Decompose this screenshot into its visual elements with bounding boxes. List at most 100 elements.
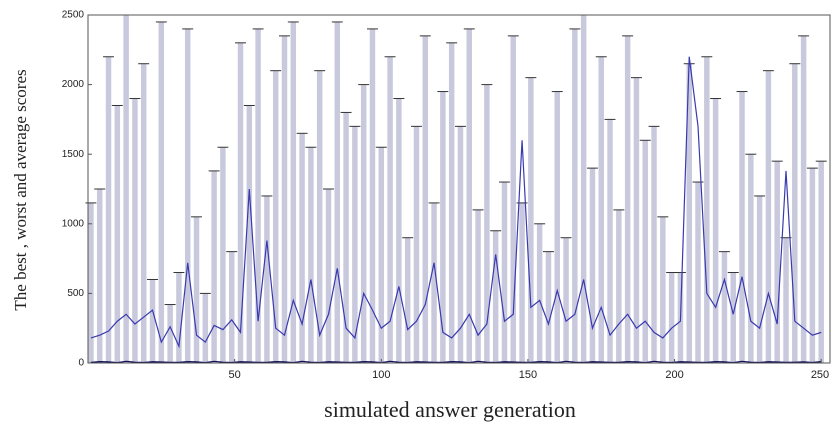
range-bar bbox=[149, 279, 156, 363]
y-tick-label: 1500 bbox=[62, 149, 85, 160]
range-bar bbox=[686, 63, 692, 363]
range-bar bbox=[519, 202, 525, 363]
range-bar bbox=[343, 112, 349, 363]
range-bar bbox=[281, 35, 288, 363]
series-line bbox=[90, 56, 822, 349]
range-bar bbox=[792, 63, 798, 363]
plot-frame bbox=[87, 14, 831, 364]
range-bar bbox=[484, 84, 490, 363]
range-bar bbox=[228, 251, 235, 363]
range-bar bbox=[712, 98, 719, 364]
range-bar bbox=[809, 168, 816, 363]
series-line bbox=[90, 360, 822, 364]
range-bar bbox=[651, 126, 657, 363]
range-bar bbox=[528, 77, 534, 363]
range-bar bbox=[510, 35, 516, 363]
range-bar bbox=[114, 105, 121, 363]
range-bar bbox=[211, 170, 217, 363]
range-bar bbox=[105, 56, 112, 363]
range-bar bbox=[246, 105, 253, 363]
y-axis-label: The best , worst and average scores bbox=[11, 69, 30, 310]
range-bar bbox=[299, 133, 305, 363]
range-bar bbox=[800, 35, 807, 363]
range-bar bbox=[572, 28, 578, 363]
range-bar bbox=[378, 147, 385, 363]
range-bar bbox=[756, 195, 763, 363]
range-bar bbox=[448, 42, 455, 364]
range-bar bbox=[818, 161, 824, 363]
range-bar bbox=[633, 77, 640, 363]
range-bar bbox=[290, 21, 297, 364]
range-bar bbox=[132, 98, 138, 364]
range-bar bbox=[176, 272, 182, 363]
range-bar bbox=[774, 161, 780, 363]
range-bar bbox=[140, 63, 147, 363]
range-bar bbox=[316, 70, 323, 364]
x-tick-label: 150 bbox=[519, 369, 537, 381]
x-tick-label: 250 bbox=[811, 369, 829, 381]
range-bar bbox=[422, 35, 429, 363]
range-bar bbox=[413, 126, 420, 363]
range-bar bbox=[158, 21, 165, 364]
x-tick-label: 50 bbox=[229, 369, 241, 381]
x-tick-label: 200 bbox=[665, 369, 683, 381]
range-bar bbox=[369, 28, 376, 363]
range-bar bbox=[624, 35, 631, 363]
range-bar bbox=[563, 237, 569, 363]
range-bar bbox=[264, 195, 270, 363]
range-bar bbox=[325, 189, 332, 363]
range-bar bbox=[457, 126, 464, 363]
range-bar bbox=[334, 21, 341, 364]
range-bar bbox=[352, 126, 358, 363]
range-bar bbox=[739, 91, 745, 363]
range-bar bbox=[88, 202, 94, 363]
range-bar bbox=[580, 15, 587, 363]
y-tick-label: 2000 bbox=[62, 79, 85, 90]
range-bar bbox=[440, 91, 446, 363]
range-bar bbox=[272, 70, 279, 364]
range-bar bbox=[607, 119, 613, 364]
range-bar bbox=[396, 98, 402, 364]
y-tick-label: 500 bbox=[67, 288, 84, 299]
range-bar bbox=[193, 216, 200, 363]
range-bar bbox=[360, 84, 367, 363]
range-bar bbox=[748, 154, 754, 363]
range-bar bbox=[704, 56, 710, 363]
range-bar bbox=[96, 189, 103, 363]
range-bar bbox=[255, 28, 261, 363]
x-tick-label: 100 bbox=[372, 369, 390, 381]
range-bar bbox=[202, 293, 209, 363]
range-bar bbox=[695, 182, 701, 363]
range-bar bbox=[668, 272, 675, 363]
range-bar bbox=[404, 237, 411, 363]
range-bar bbox=[642, 140, 648, 363]
range-bar bbox=[783, 237, 789, 363]
range-bar bbox=[616, 209, 622, 363]
range-bar bbox=[545, 251, 552, 363]
range-bar bbox=[308, 147, 314, 363]
range-bar bbox=[598, 56, 604, 363]
range-bar bbox=[475, 209, 481, 363]
y-tick-label: 2500 bbox=[62, 10, 85, 21]
range-bar bbox=[123, 15, 129, 363]
range-bar bbox=[237, 42, 244, 364]
range-bar bbox=[466, 28, 473, 363]
x-axis-label: simulated answer generation bbox=[324, 397, 576, 422]
range-bar bbox=[492, 230, 499, 363]
range-bar bbox=[660, 216, 666, 363]
range-bar bbox=[536, 223, 543, 363]
range-bar bbox=[167, 304, 173, 363]
range-bar bbox=[501, 182, 508, 363]
range-bar bbox=[554, 91, 560, 363]
range-bar bbox=[387, 56, 393, 363]
range-bar bbox=[721, 251, 728, 363]
range-bar bbox=[765, 70, 772, 364]
range-bar bbox=[220, 147, 226, 363]
range-bar bbox=[730, 272, 736, 363]
range-bar bbox=[589, 168, 596, 363]
range-bar bbox=[431, 202, 437, 363]
range-bar bbox=[184, 28, 191, 363]
y-tick-label: 1000 bbox=[62, 218, 85, 229]
